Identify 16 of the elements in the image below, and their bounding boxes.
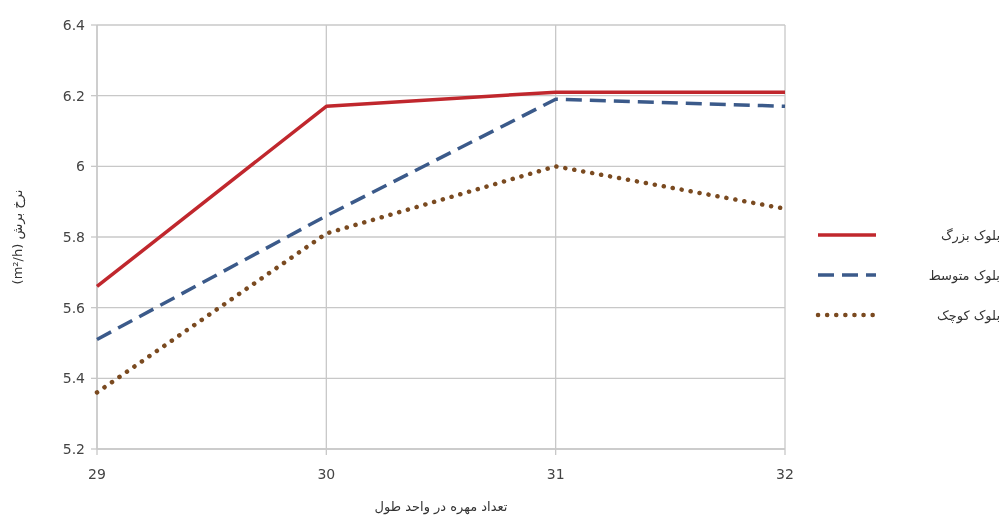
x-tick-label: 32	[776, 466, 794, 482]
x-axis-title: تعداد مهره در واحد طول	[374, 499, 508, 515]
y-tick-label: 5.8	[62, 229, 85, 245]
text: بلوک کوچک	[937, 308, 1000, 324]
y-tick-label: 6	[76, 158, 86, 175]
y-tick-label: 5.2	[62, 441, 85, 457]
y-tick-label: 6.4	[62, 17, 86, 33]
y-tick-label: 6.2	[62, 87, 85, 104]
text: بلوک بزرگ	[940, 227, 1000, 244]
y-tick-label: 5.4	[62, 370, 86, 387]
text: بلوک متوسط	[928, 268, 1000, 284]
x-tick-label: 30	[317, 466, 336, 482]
x-tick-label: 31	[546, 466, 565, 482]
y-tick-label: 5.6	[62, 299, 86, 316]
y-axis-title: نرخ برش (m²/h)	[10, 189, 26, 285]
x-tick-label: 29	[88, 466, 106, 482]
